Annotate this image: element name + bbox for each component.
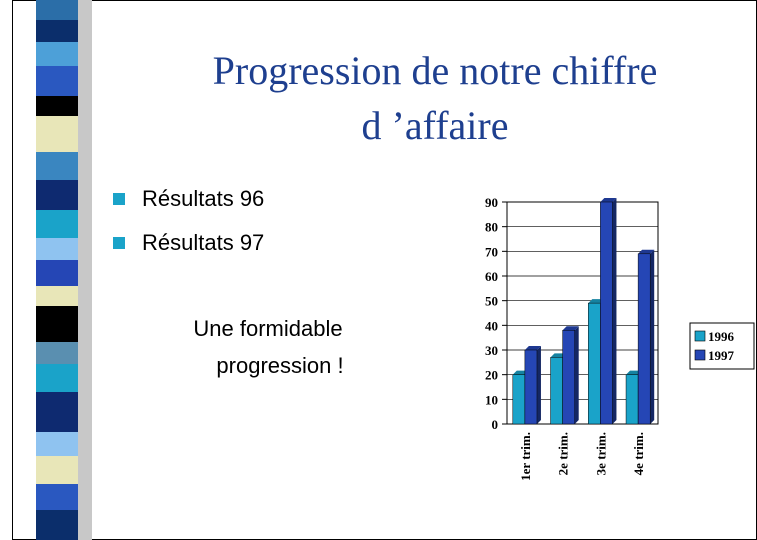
bullet: Résultats 96 [142,186,264,211]
decorative-strip [36,0,92,540]
legend-swatch [695,331,705,341]
note: Une formidable [193,316,342,341]
bullet-marker [113,237,125,249]
bar-side [575,326,579,424]
y-tick-label: 50 [485,294,498,309]
y-tick-label: 20 [485,368,498,383]
slide: Progression de notre chiffre d ’affaire … [0,0,757,540]
bullet: Résultats 97 [142,230,264,255]
bar [588,303,600,424]
bullet-marker [113,193,125,205]
x-tick-label: 3e trim. [593,432,608,475]
y-tick-label: 70 [485,244,498,259]
x-tick-label: 1er trim. [518,432,533,481]
y-tick-label: 90 [485,195,498,210]
bar [626,375,638,424]
bar [525,350,537,424]
x-tick-label: 2e trim. [556,432,571,475]
bar [563,330,575,424]
y-tick-label: 0 [492,417,499,432]
legend-swatch [695,350,705,360]
y-tick-label: 60 [485,269,498,284]
y-tick-label: 10 [485,392,498,407]
bar-side [650,250,654,424]
bar [600,202,612,424]
legend-label: 1996 [708,329,735,344]
x-tick-label: 4e trim. [631,432,646,475]
bar [638,254,650,424]
y-tick-label: 40 [485,318,498,333]
bar [551,357,563,424]
y-tick-label: 80 [485,220,498,235]
bar [513,375,525,424]
note: progression ! [216,353,343,378]
bar-side [612,198,616,424]
title: d ’affaire [362,103,509,148]
y-tick-label: 30 [485,343,498,358]
bar-side [537,346,541,424]
title: Progression de notre chiffre [213,48,658,93]
legend-label: 1997 [708,348,735,363]
